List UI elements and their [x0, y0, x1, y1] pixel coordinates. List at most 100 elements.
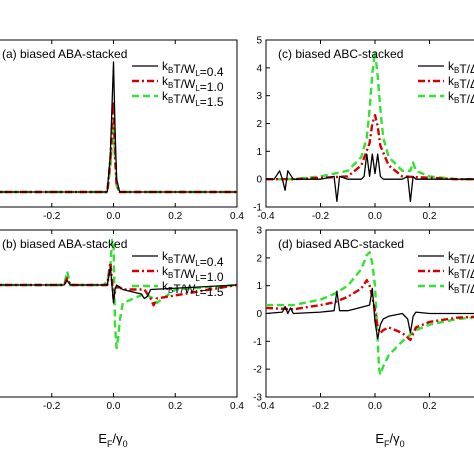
legend-text: T/Δ [459, 282, 474, 296]
y-tick-label: 4 [256, 63, 262, 74]
legend-text: k [448, 249, 455, 263]
legend-text: =1.5 [200, 95, 224, 109]
legend-text: =1.0 [200, 270, 224, 284]
legend-subscript: L [195, 69, 200, 78]
legend-text: k [162, 74, 169, 88]
legend-subscript: B [168, 96, 173, 105]
legend-label-3: kBT/Δg [448, 89, 474, 108]
legend-text: k [162, 59, 169, 73]
y-tick-label: 3 [256, 91, 262, 102]
legend-label-1: kBT/Δg [448, 249, 474, 268]
legend-text: k [162, 249, 169, 263]
legend-text: T/W [173, 92, 196, 106]
x-tick-label: -0.2 [312, 211, 330, 222]
x-tick-label: 0.2 [168, 401, 182, 412]
legend-subscript: B [168, 81, 173, 90]
y-tick-label: 2 [256, 119, 262, 130]
legend-subscript: B [454, 81, 459, 90]
y-tick-label: -1 [253, 337, 262, 348]
legend-text: =1.0 [200, 80, 224, 94]
legend-subscript: B [168, 66, 173, 75]
legend-subscript: L [195, 274, 200, 283]
x-axis-subscript: F [384, 439, 390, 449]
x-tick-label: -0.2 [312, 401, 330, 412]
legend-label-2: kBT/WL=1.0 [162, 264, 224, 284]
legend-text: =1.5 [200, 285, 224, 299]
series-line-3 [0, 119, 237, 194]
x-tick-label: 0.4 [230, 211, 244, 222]
legend-label-2: kBT/Δg [448, 264, 474, 283]
legend-label-1: kBT/Δg [448, 59, 474, 78]
legend-subscript: B [168, 256, 173, 265]
x-axis-mid: /γ [113, 431, 124, 446]
x-axis-mid: /γ [390, 431, 401, 446]
y-tick-label: 1 [256, 147, 262, 158]
y-tick-label: -3 [253, 393, 262, 404]
legend-text: T/Δ [459, 252, 474, 266]
x-axis-subscript: F [107, 439, 113, 449]
legend-text: k [448, 264, 455, 278]
legend-subscript: B [454, 66, 459, 75]
legend-subscript: B [454, 256, 459, 265]
legend-text: T/Δ [459, 77, 474, 91]
x-tick-label: 0.0 [107, 401, 121, 412]
x-tick-label: 0.0 [107, 211, 121, 222]
legend-label-2: kBT/Δg [448, 74, 474, 93]
legend-label-1: kBT/WL=0.4 [162, 249, 224, 269]
legend-subscript: L [195, 289, 200, 298]
legend-subscript: B [168, 271, 173, 280]
panel-label-d: (d) biased ABC-stacked [278, 237, 404, 251]
legend-text: T/W [173, 282, 196, 296]
legend-text: k [162, 264, 169, 278]
legend-subscript: L [195, 84, 200, 93]
panel-label-a: (a) biased ABA-stacked [2, 47, 127, 61]
x-axis-main: E [375, 431, 384, 446]
series-group [0, 61, 237, 194]
x-tick-label: 0.2 [168, 211, 182, 222]
x-tick-label: 0.2 [423, 401, 437, 412]
panel-a: -0.4-0.20.00.20.4(a) biased ABA-stackedk… [0, 39, 244, 222]
panel-b: -0.4-0.20.00.20.4(b) biased ABA-stackedk… [0, 229, 244, 412]
legend-text: k [448, 89, 455, 103]
y-tick-label: -1 [253, 203, 262, 214]
legend-label-3: kBT/WL=1.5 [162, 89, 224, 109]
x-tick-label: 0.4 [230, 401, 244, 412]
series-group [266, 251, 474, 376]
x-axis-label-1: EF/γ0 [98, 431, 127, 449]
legend-label-3: kBT/Δg [448, 279, 474, 298]
legend-text: k [162, 89, 169, 103]
series-line-1 [0, 266, 237, 304]
legend-subscript: L [195, 259, 200, 268]
x-tick-label: 0.0 [368, 401, 382, 412]
x-tick-label: 0.0 [368, 211, 382, 222]
y-tick-label: 0 [256, 309, 262, 320]
series-line-1 [266, 153, 474, 203]
legend-subscript: B [168, 286, 173, 295]
legend-text: T/Δ [459, 267, 474, 281]
legend-text: =0.4 [200, 65, 224, 79]
legend-text: k [162, 279, 169, 293]
x-axis-subscript-2: 0 [123, 439, 128, 449]
x-axis-labels: EF/γ0 EF/γ0 [98, 431, 404, 449]
y-tick-label: 3 [256, 226, 262, 237]
x-axis-main: E [98, 431, 107, 446]
series-group [266, 49, 474, 203]
y-tick-label: -2 [253, 365, 262, 376]
plot-frame [265, 39, 474, 208]
series-line-1 [0, 61, 237, 193]
legend-text: T/W [173, 267, 196, 281]
legend-text: T/W [173, 77, 196, 91]
legend-text: T/W [173, 62, 196, 76]
legend-subscript: B [454, 286, 459, 295]
x-axis-label-2: EF/γ0 [375, 431, 404, 449]
y-tick-label: 0 [256, 175, 262, 186]
legend-subscript: B [454, 271, 459, 280]
x-tick-label: -0.4 [257, 211, 275, 222]
x-tick-label: -0.2 [43, 211, 61, 222]
y-tick-label: 1 [256, 281, 262, 292]
legend-text: k [448, 279, 455, 293]
legend-text: k [448, 74, 455, 88]
